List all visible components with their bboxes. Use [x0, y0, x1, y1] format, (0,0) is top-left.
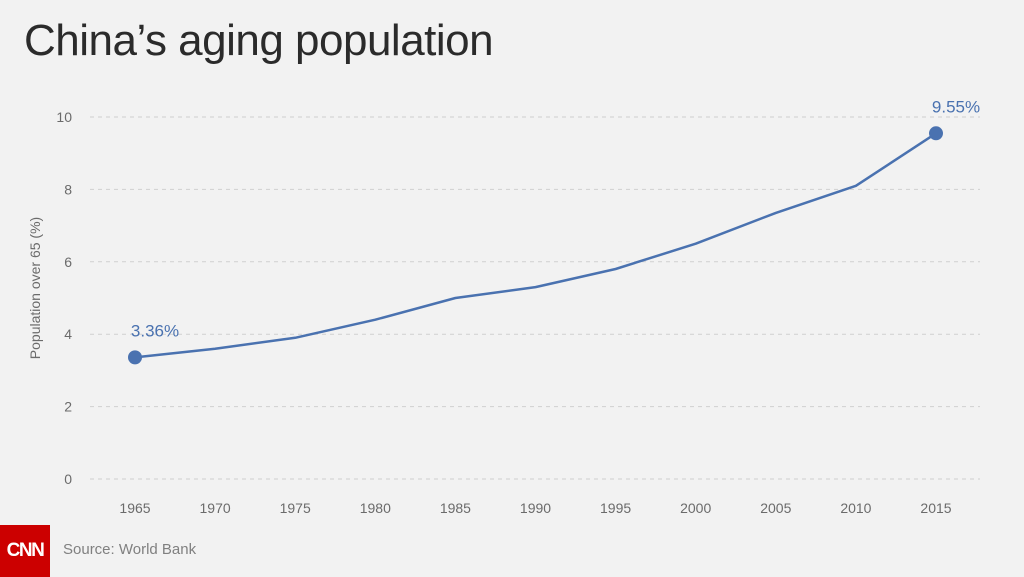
data-point-marker [128, 350, 142, 365]
y-tick-label: 6 [64, 254, 72, 270]
x-tick-label: 2005 [760, 500, 791, 516]
x-tick-labels: 1965 1970 1975 1980 1985 1990 1995 2000 2005 2010… [119, 500, 951, 516]
x-tick-label: 2015 [920, 500, 951, 516]
y-tick-label: 4 [64, 326, 72, 342]
x-tick-label: 1985 [440, 500, 471, 516]
x-tick-label: 1995 [600, 500, 631, 516]
series-line-0 [133, 132, 938, 359]
cnn-logo: CNN [0, 525, 50, 577]
y-tick-label: 2 [64, 399, 72, 415]
x-tick-label: 1980 [360, 500, 391, 516]
data-label: 9.55% [932, 97, 980, 116]
y-tick-label: 0 [64, 471, 72, 487]
x-tick-label: 1965 [119, 500, 150, 516]
x-tick-label: 1990 [520, 500, 551, 516]
y-tick-label: 8 [64, 181, 72, 197]
data-label: 3.36% [131, 321, 179, 340]
y-tick-labels: 0 2 4 6 8 10 [56, 109, 72, 487]
grid-lines [90, 116, 980, 480]
x-tick-label: 1970 [200, 500, 231, 516]
x-tick-label: 1975 [280, 500, 311, 516]
x-tick-label: 2000 [680, 500, 711, 516]
data-point-marker [929, 126, 943, 141]
chart-title: China’s aging population [24, 16, 494, 65]
y-axis-label: Population over 65 (%) [27, 217, 43, 359]
x-tick-label: 2010 [840, 500, 871, 516]
source-text: Source: World Bank [63, 541, 197, 558]
series-group [133, 132, 938, 359]
y-tick-label: 10 [56, 109, 72, 125]
annotation-group: 3.36% 9.55% [128, 97, 980, 365]
